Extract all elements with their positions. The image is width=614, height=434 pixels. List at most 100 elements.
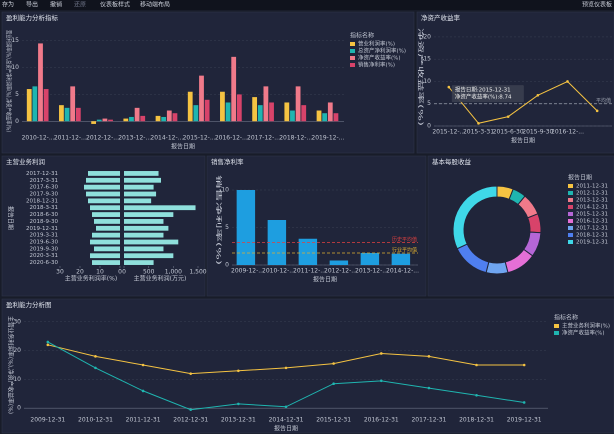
- bar: [26, 89, 32, 122]
- bar: [161, 116, 167, 122]
- x-axis-title: 报告日期: [274, 425, 298, 433]
- bar: [123, 118, 129, 122]
- panel-title: 净资产收益率: [421, 13, 461, 22]
- bar: [298, 238, 318, 265]
- legend-swatch: [568, 184, 573, 188]
- bar: [90, 205, 120, 211]
- toolbar-button[interactable]: 仪表板样式: [100, 1, 130, 9]
- tooltip-text: 报告日期:2015-12-31: [455, 86, 511, 94]
- y-tick-label: 2017-6-30: [30, 185, 59, 191]
- bar: [295, 86, 301, 122]
- x-tick-label: 20: [76, 269, 84, 276]
- toolbar-button[interactable]: 存为: [2, 1, 14, 9]
- bar: [84, 184, 120, 190]
- point: [237, 402, 240, 406]
- legend-title: 指标名称: [350, 32, 374, 40]
- bar: [284, 102, 290, 122]
- y-tick-label: 15: [11, 37, 19, 44]
- x-tick-label: 2011-12-31: [126, 417, 161, 424]
- x-tick-label: 2015-12-31: [316, 417, 351, 424]
- x-tick-label: 30: [56, 269, 64, 276]
- toolbar-button[interactable]: 移动端布局: [140, 1, 170, 9]
- bar: [134, 107, 140, 122]
- bar: [391, 253, 411, 265]
- bar: [94, 246, 120, 252]
- legend-swatch: [568, 205, 573, 209]
- y-tick-label: 30: [13, 318, 21, 325]
- toolbar-button[interactable]: 导出: [26, 1, 38, 9]
- bar: [91, 121, 97, 124]
- x-tick-label: 2019-12-...: [311, 135, 344, 142]
- point: [427, 386, 431, 390]
- y-tick-label: 5: [15, 91, 19, 98]
- y-tick-label: 0: [15, 118, 19, 125]
- panel: [1, 11, 415, 154]
- legend-title: 报告日期: [568, 174, 592, 182]
- y-axis-title: 营业利润率(%),总资产净利润率(%),净资产收益率(%): [5, 30, 13, 132]
- point: [332, 362, 335, 365]
- y-tick-label: 10: [423, 78, 431, 85]
- pie-slice: [452, 185, 498, 250]
- x-tick-label: 1,500: [189, 269, 206, 276]
- legend-label: 总资产净利润率(%): [358, 47, 406, 55]
- bar: [94, 219, 120, 224]
- y-tick-label: 2018-12-31: [26, 198, 58, 204]
- bar: [38, 43, 43, 122]
- bar: [204, 99, 210, 122]
- point: [595, 109, 599, 113]
- y-tick-label: 15: [423, 56, 431, 63]
- toolbar-button[interactable]: 预览仪表板: [582, 1, 612, 9]
- x-tick-label: 2018-12-...: [279, 135, 312, 142]
- point: [536, 93, 540, 97]
- legend-swatch: [350, 49, 355, 53]
- x-tick-label: 2015-9-30: [522, 129, 553, 136]
- bar: [124, 239, 179, 245]
- legend-label: 主营业务利润率(%): [562, 322, 610, 330]
- bar: [166, 110, 172, 122]
- tooltip-text: 净资产收益率(%):8.74: [455, 93, 512, 101]
- legend-swatch: [554, 324, 559, 328]
- y-tick-label: 5: [225, 224, 229, 231]
- legend-label: 2016-12-31: [576, 219, 608, 225]
- point: [447, 85, 451, 89]
- panel-title: 销售净利率: [211, 157, 244, 166]
- point: [506, 115, 510, 118]
- x-tick-label: 2009-12-...: [231, 268, 264, 275]
- bar: [75, 107, 81, 122]
- x-tick-label: 2015-12-...: [183, 135, 216, 142]
- bar: [236, 94, 242, 122]
- bar: [172, 113, 178, 122]
- bar: [59, 105, 64, 122]
- toolbar-button[interactable]: 撤销: [50, 1, 62, 9]
- pie-slice: [527, 213, 542, 234]
- point: [189, 408, 193, 411]
- legend-swatch: [568, 198, 573, 202]
- bar: [124, 232, 164, 238]
- legend-label: 营业利润率(%): [358, 40, 395, 48]
- bar: [90, 253, 120, 259]
- x-tick-label: 2014-12-...: [386, 268, 419, 275]
- point: [332, 382, 335, 386]
- y-tick-label: 10: [221, 187, 229, 194]
- y-tick-label: 2017-12-31: [26, 171, 58, 177]
- point: [379, 379, 383, 383]
- bar: [108, 119, 113, 122]
- y-tick-label: 10: [11, 64, 19, 71]
- x-tick-label: 0: [122, 269, 126, 276]
- legend-swatch: [350, 42, 355, 46]
- y-tick-label: 5: [427, 100, 431, 107]
- legend-label: 销售净利率(%): [358, 61, 395, 69]
- legend-swatch: [568, 219, 573, 223]
- point: [237, 369, 240, 373]
- x-tick-label: 2011-12-...: [293, 268, 326, 275]
- legend-label: 净资产收益率(%): [358, 54, 401, 62]
- bar: [269, 102, 274, 122]
- toolbar-button[interactable]: 还原: [74, 2, 86, 9]
- point: [284, 405, 288, 409]
- x-axis-title: 报告日期: [313, 276, 337, 284]
- x-tick-label: 2012-12-31: [173, 417, 208, 424]
- point: [141, 363, 145, 367]
- y-axis-title: 净资产收益率(%): [417, 28, 425, 126]
- x-tick-label: 2017-12-...: [247, 135, 280, 142]
- y-tick-label: 10: [13, 376, 21, 383]
